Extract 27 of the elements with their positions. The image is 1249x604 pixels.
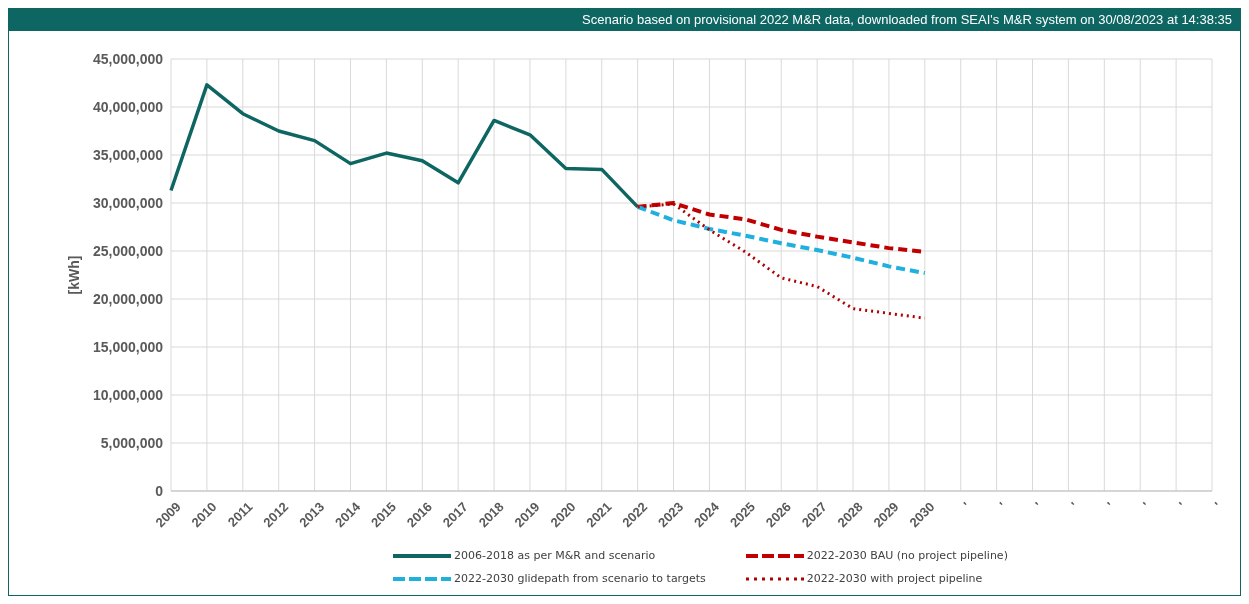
legend-label: 2022-2030 BAU (no project pipeline): [806, 549, 1008, 562]
y-tick-label: 35,000,000: [92, 146, 164, 163]
x-tick-label: ': [1175, 499, 1189, 512]
x-tick-label: ': [1211, 499, 1225, 512]
x-tick-label: ': [1068, 499, 1082, 512]
x-tick-label: ': [1032, 499, 1046, 512]
y-tick-label: 40,000,000: [92, 98, 164, 115]
x-tick-label: ': [960, 499, 974, 512]
line-series: [169, 83, 640, 209]
line-series: [636, 202, 927, 320]
y-tick-label: 5,000,000: [100, 434, 164, 451]
chart-title: Scenario based on provisional 2022 M&R data, downloaded from SEAI's M&R system on 30/08/2023 at 14:38:35: [9, 9, 1240, 31]
y-tick-label: 20,000,000: [92, 290, 164, 307]
y-tick-label: 45,000,000: [92, 50, 164, 67]
x-tick-label: ': [1104, 499, 1117, 512]
y-axis-title: [kWh]: [65, 255, 82, 295]
x-tick-label: ': [1140, 499, 1153, 512]
line-series: [635, 204, 927, 276]
legend-label: 2022-2030 with project pipeline: [806, 572, 983, 585]
y-tick-label: 10,000,000: [92, 386, 164, 403]
y-tick-label: 30,000,000: [92, 194, 164, 211]
legend-label: 2022-2030 glidepath from scenario to targets: [454, 572, 706, 585]
y-tick-label: 0: [155, 482, 164, 499]
y-tick-label: 15,000,000: [92, 338, 164, 355]
y-tick-label: 25,000,000: [92, 242, 164, 259]
x-tick-label: ': [996, 499, 1010, 512]
legend-label: 2006-2018 as per M&R and scenario: [454, 549, 656, 562]
